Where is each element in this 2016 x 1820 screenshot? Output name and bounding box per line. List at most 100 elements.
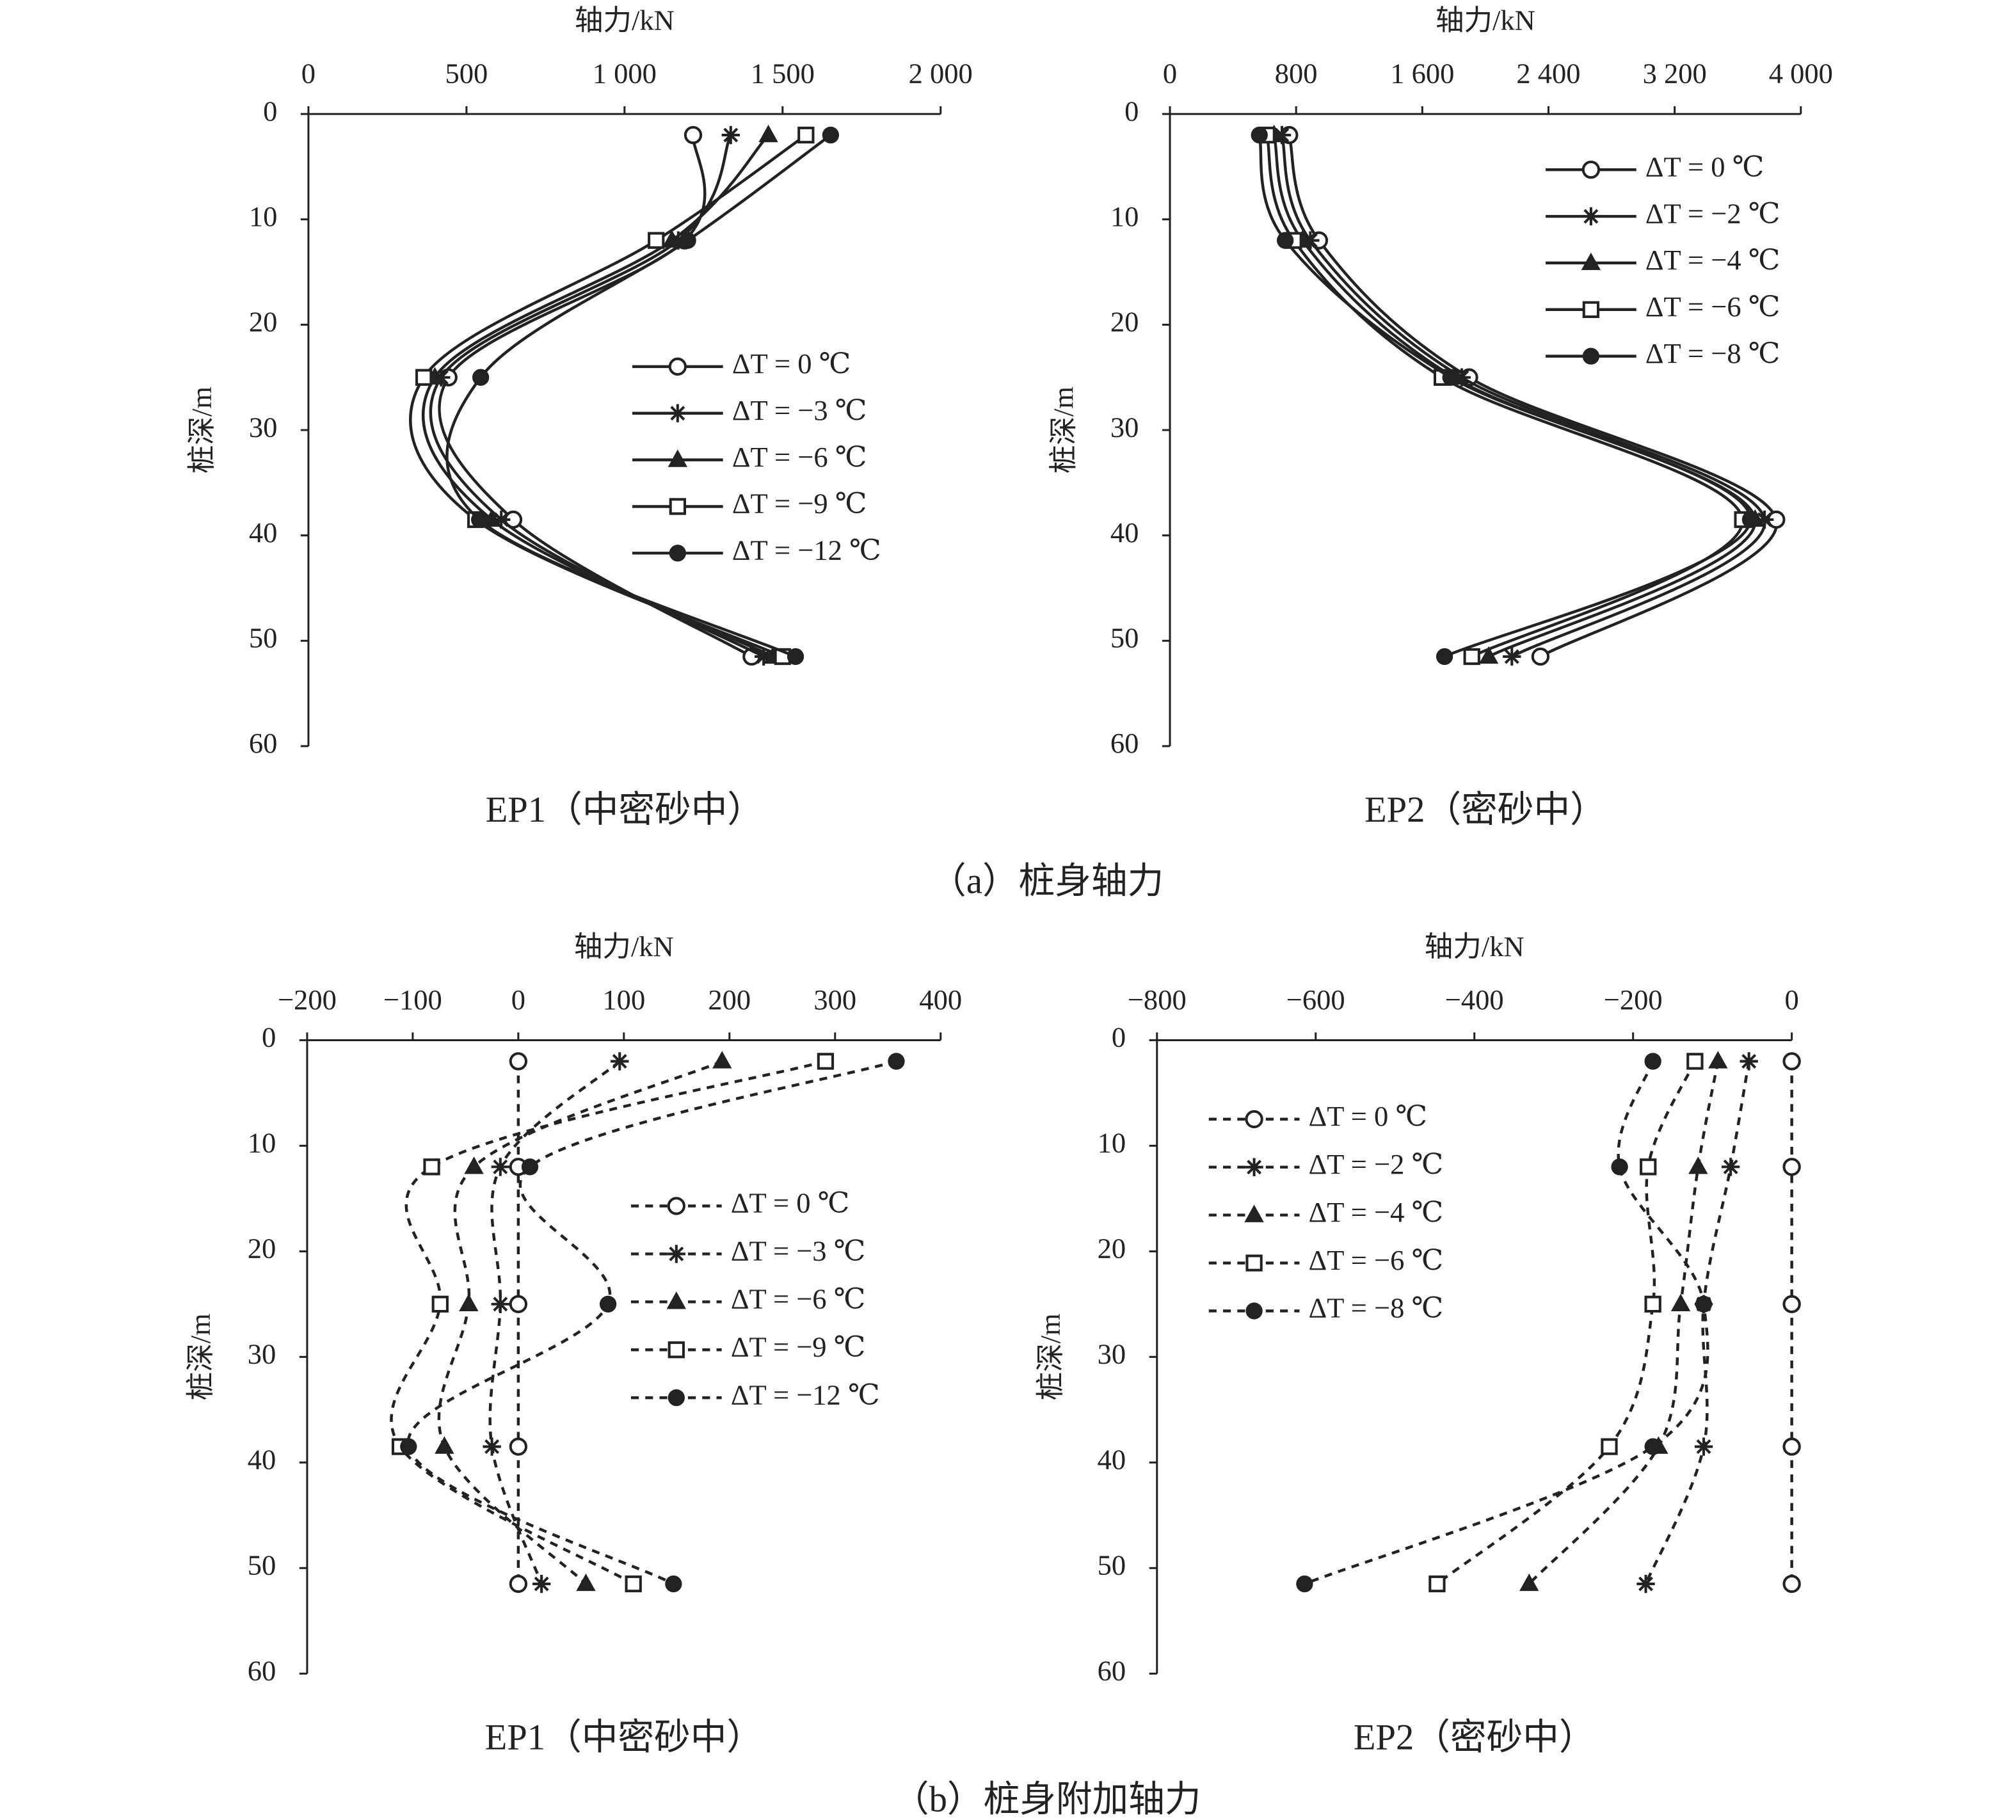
y-tick-label: 40 <box>248 1444 276 1476</box>
marker <box>684 125 703 145</box>
marker <box>1519 1573 1539 1592</box>
x-tick-label: −400 <box>1445 984 1504 1016</box>
marker <box>1688 1156 1708 1174</box>
marker <box>431 1295 449 1313</box>
marker <box>1581 161 1601 179</box>
legend-label: ΔT = −3 ℃ <box>732 394 867 426</box>
marker <box>400 1438 417 1455</box>
marker <box>1503 647 1521 666</box>
x-tick-label: −600 <box>1286 984 1345 1016</box>
x-tick-label: 0 <box>1163 58 1177 90</box>
legend-label: ΔT = −6 ℃ <box>1645 291 1780 323</box>
marker <box>1722 1158 1740 1176</box>
x-tick-label: −100 <box>383 984 442 1016</box>
y-tick-label: 30 <box>1110 411 1139 443</box>
x-tick-label: −800 <box>1128 984 1187 1016</box>
legend-label: ΔT = −6 ℃ <box>732 441 867 473</box>
legend-label: ΔT = −2 ℃ <box>1645 197 1780 229</box>
x-tick-label: 3 200 <box>1643 58 1707 90</box>
marker <box>1755 510 1774 529</box>
y-tick-label: 20 <box>248 1233 276 1265</box>
marker <box>668 449 688 467</box>
x-tick-label: 2 000 <box>909 58 973 90</box>
marker <box>1601 1438 1618 1455</box>
x-tick-label: 200 <box>708 984 751 1016</box>
marker <box>1611 1158 1628 1176</box>
chart-title: EP2（密砂中） <box>1364 790 1606 830</box>
marker <box>1277 232 1294 249</box>
marker <box>1436 648 1453 666</box>
legend-label: ΔT = −4 ℃ <box>1309 1196 1444 1228</box>
x-axis-title: 轴力/kN <box>1436 4 1535 36</box>
legend-label: ΔT = −6 ℃ <box>1309 1244 1444 1276</box>
marker <box>1581 252 1601 271</box>
marker <box>1251 126 1268 144</box>
x-tick-label: 800 <box>1275 58 1318 90</box>
legend-label: ΔT = 0 ℃ <box>732 347 851 379</box>
marker <box>1644 1438 1661 1455</box>
x-tick-label: 4 000 <box>1769 58 1833 90</box>
y-tick-label: 60 <box>248 1654 276 1686</box>
x-tick-label: 400 <box>919 984 962 1016</box>
marker <box>509 1295 528 1314</box>
marker <box>1740 1052 1758 1071</box>
marker <box>668 404 687 422</box>
marker <box>1708 1051 1728 1069</box>
marker <box>822 126 840 144</box>
marker <box>472 369 490 386</box>
y-tick-label: 0 <box>262 1021 276 1053</box>
x-axis-title: 轴力/kN <box>575 4 675 36</box>
marker <box>459 1293 479 1311</box>
legend-label: ΔT = −8 ℃ <box>1309 1292 1444 1324</box>
y-tick-label: 30 <box>249 411 278 443</box>
marker <box>665 1575 682 1593</box>
series-line <box>421 134 774 659</box>
marker <box>1582 301 1600 318</box>
y-tick-label: 0 <box>1112 1021 1126 1053</box>
marker <box>1636 1574 1655 1593</box>
marker <box>470 511 488 529</box>
marker <box>625 1575 642 1593</box>
marker <box>666 1291 686 1309</box>
y-tick-label: 10 <box>249 200 278 232</box>
marker <box>1245 1110 1263 1129</box>
x-tick-label: 1 000 <box>593 58 657 90</box>
marker <box>669 498 686 515</box>
y-tick-label: 30 <box>1098 1338 1126 1370</box>
y-tick-label: 20 <box>1110 306 1139 338</box>
chart-title: EP1（中密砂中） <box>486 790 764 830</box>
y-tick-label: 40 <box>1110 516 1139 548</box>
marker <box>1582 347 1600 365</box>
legend-label: ΔT = −9 ℃ <box>731 1330 866 1362</box>
x-tick-label: 0 <box>1785 984 1799 1016</box>
y-tick-label: 50 <box>248 1549 276 1581</box>
marker <box>492 510 511 529</box>
x-tick-label: 500 <box>445 58 488 90</box>
marker <box>712 1051 732 1069</box>
y-tick-label: 50 <box>1110 622 1139 654</box>
y-tick-label: 50 <box>249 622 278 654</box>
marker <box>1695 1295 1713 1313</box>
legend-label: ΔT = −6 ℃ <box>731 1283 866 1315</box>
series-line <box>1528 1061 1720 1585</box>
y-tick-label: 10 <box>1110 200 1139 232</box>
x-axis-title: 轴力/kN <box>1425 930 1524 962</box>
marker <box>667 1197 685 1215</box>
chart-title: EP1（中密砂中） <box>485 1718 763 1758</box>
marker <box>1478 646 1499 664</box>
marker <box>491 1295 509 1314</box>
y-tick-label: 10 <box>248 1127 276 1159</box>
marker <box>797 126 815 144</box>
marker <box>599 1295 617 1313</box>
marker <box>758 124 778 143</box>
marker <box>1452 368 1471 387</box>
marker <box>1581 207 1601 226</box>
legend-label: ΔT = −4 ℃ <box>1645 244 1780 276</box>
x-tick-label: 0 <box>511 984 525 1016</box>
marker <box>1644 1053 1661 1070</box>
series-line <box>445 134 832 659</box>
y-tick-label: 0 <box>1124 95 1139 127</box>
marker <box>1644 1295 1661 1313</box>
x-tick-label: 2 400 <box>1516 58 1580 90</box>
